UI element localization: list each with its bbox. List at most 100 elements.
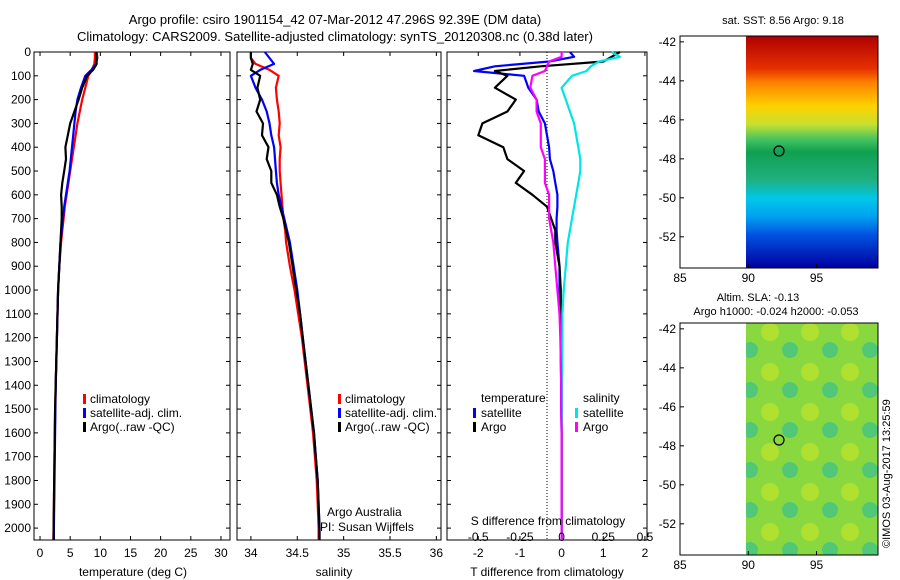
lon-tick-label: 90 [742, 558, 756, 572]
depth-ticks-difference [447, 51, 647, 529]
s-difference-tick-label: 0.5 [637, 530, 654, 544]
depth-tick-label: 1400 [4, 378, 31, 392]
lat-tick-label: -46 [659, 400, 677, 414]
depth-tick-label: 500 [11, 164, 31, 178]
depth-tick-label: 400 [11, 140, 31, 154]
x-tick-label: 20 [154, 546, 168, 560]
legend-swatch-climatology [83, 394, 86, 404]
x-tick-label: 30 [214, 546, 228, 560]
x-tick-label: 1 [600, 546, 607, 560]
legend-label-argo: Argo(..raw -QC) [90, 420, 175, 434]
lat-tick-label: -46 [659, 113, 677, 127]
temperature-xlabel: temperature (deg C) [79, 565, 187, 579]
difference-lines [473, 51, 622, 540]
legend-swatch-sal-argo [575, 422, 578, 432]
temperature-lines [52, 51, 99, 541]
depth-tick-label: 200 [11, 93, 31, 107]
depth-tick-label: 700 [11, 212, 31, 226]
x-tick-label: 0 [37, 546, 44, 560]
depth-tick-label: 600 [11, 188, 31, 202]
data-provider-note: Argo Australia [327, 505, 402, 519]
salinity-x-ticks: 34 34.5 35 35.5 36 [244, 52, 443, 560]
depth-tick-label: 1500 [4, 402, 31, 416]
legend-label-satellite: satellite-adj. clim. [90, 406, 182, 420]
salinity-panel: 34 34.5 35 35.5 36 salinity climatology sate… [236, 51, 443, 579]
temperature-x-ticks: 0 5 10 15 20 25 30 [37, 52, 228, 560]
sst-map-image [746, 36, 878, 268]
lon-tick-label: 85 [673, 558, 687, 572]
legend-label-sal-argo: Argo [583, 420, 609, 434]
sst-map-ticks: -42 -44 -46 -48 -50 -52 85 90 95 [659, 35, 824, 285]
legend-swatch-argo [338, 422, 341, 432]
sla-map-frame [679, 322, 879, 556]
sla-map-image [746, 323, 878, 555]
x-tick-label: 5 [67, 546, 74, 560]
series-line-climatology [249, 52, 320, 540]
legend-label-temp-satellite: satellite [481, 406, 522, 420]
difference-x-ticks: -2 -1 0 1 2 [473, 52, 649, 560]
x-tick-label: 34 [244, 546, 258, 560]
lat-tick-label: -52 [659, 230, 677, 244]
float-position-marker [773, 434, 785, 446]
legend-header-temperature: temperature [481, 391, 546, 405]
sst-map-land-mask [680, 36, 746, 268]
float-position-marker [773, 145, 785, 157]
legend-label-sal-satellite: satellite [583, 406, 624, 420]
depth-tick-label: 300 [11, 116, 31, 130]
x-tick-label: 10 [94, 546, 108, 560]
series-line-temperature-argo [477, 51, 621, 540]
salinity-xlabel: salinity [316, 565, 353, 579]
header-title-line1: Argo profile: csiro 1901154_42 07-Mar-20… [129, 12, 541, 27]
series-line-temperature-satellite [473, 51, 576, 540]
salinity-difference-label: S difference from climatology [471, 514, 626, 528]
legend-swatch-satellite [83, 408, 86, 418]
sla-map-land-mask [680, 323, 746, 555]
s-difference-tick-label: 0.25 [592, 530, 616, 544]
header-title-line2: Climatology: CARS2009. Satellite-adjuste… [77, 29, 593, 44]
depth-tick-label: 1200 [4, 331, 31, 345]
depth-tick-label: 1100 [5, 307, 31, 321]
x-tick-label: 15 [124, 546, 138, 560]
lat-tick-label: -52 [659, 517, 677, 531]
legend-label-satellite: satellite-adj. clim. [345, 406, 437, 420]
depth-tick-label: 1900 [4, 497, 31, 511]
lat-tick-label: -44 [659, 361, 677, 375]
series-line-salinity-satellite [560, 51, 622, 540]
lon-tick-label: 90 [742, 271, 756, 285]
lat-tick-label: -48 [659, 439, 677, 453]
x-tick-label: 25 [184, 546, 198, 560]
lat-tick-label: -50 [659, 191, 677, 205]
depth-tick-label: 1300 [4, 354, 31, 368]
principal-investigator-note: PI: Susan Wijffels [320, 520, 414, 534]
legend-label-temp-argo: Argo [481, 420, 507, 434]
series-line-satellite-adj-clim [249, 51, 321, 540]
s-difference-tick-label: -0.25 [506, 530, 534, 544]
depth-tick-label: 1800 [4, 473, 31, 487]
series-line-argo-raw-qc [52, 52, 98, 540]
depth-tick-label: 0 [24, 45, 31, 59]
x-tick-label: -1 [515, 546, 526, 560]
series-line-satellite-adj-clim [52, 51, 99, 540]
lon-tick-label: 95 [810, 558, 824, 572]
legend-label-climatology: climatology [345, 392, 405, 406]
legend-swatch-temp-satellite [473, 408, 476, 418]
sla-map-ticks: -42 -44 -46 -48 -50 -52 85 90 95 [659, 322, 824, 572]
depth-tick-label: 1600 [4, 426, 31, 440]
x-tick-label: 0 [558, 546, 565, 560]
difference-legend: temperature salinity satellite Argo sate… [473, 391, 624, 434]
temperature-plot-frame [33, 51, 231, 541]
legend-swatch-temp-argo [473, 422, 476, 432]
sst-map-title: sat. SST: 8.56 Argo: 9.18 [722, 15, 844, 27]
lon-tick-label: 95 [810, 271, 824, 285]
series-line-salinity-argo [529, 52, 563, 540]
legend-label-climatology: climatology [90, 392, 150, 406]
s-difference-tick-label: -0.5 [468, 530, 489, 544]
depth-tick-label: 2000 [4, 521, 31, 535]
depth-tick-label: 1700 [4, 450, 31, 464]
legend-swatch-argo [83, 422, 86, 432]
sst-map-frame [679, 35, 879, 269]
legend-swatch-sal-satellite [575, 408, 578, 418]
depth-tick-label: 800 [11, 235, 31, 249]
depth-tick-label: 100 [11, 69, 31, 83]
